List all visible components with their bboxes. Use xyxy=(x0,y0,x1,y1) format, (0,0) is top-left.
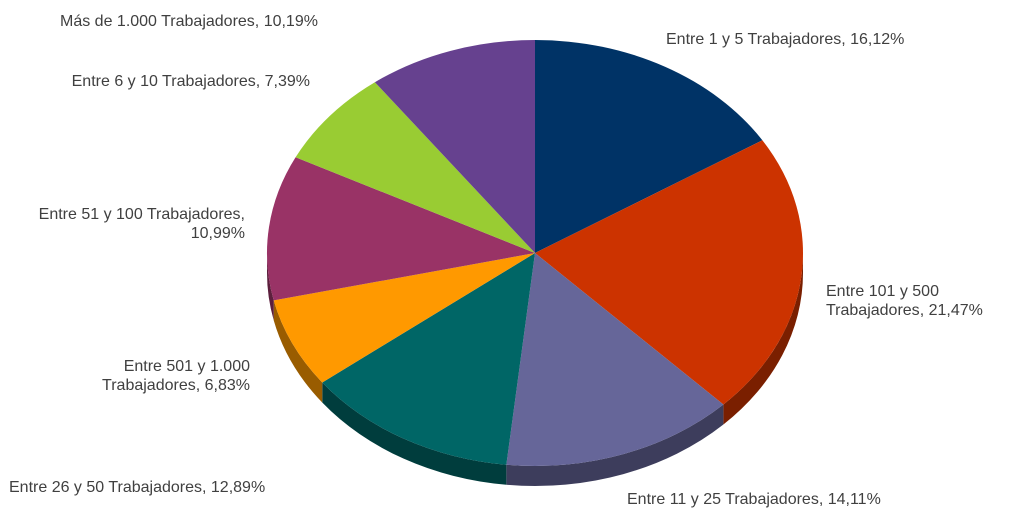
value-label: 12,89% xyxy=(210,479,266,496)
slice-side xyxy=(723,253,803,425)
data-label: Entre 11 y 25 Trabajadores, 14,11% xyxy=(627,491,881,508)
value-label: 21,47% xyxy=(928,302,983,319)
slice xyxy=(322,253,535,465)
value-label: 6,83% xyxy=(204,377,250,394)
category-label: Entre 51 y 100 Trabajadores xyxy=(38,206,241,223)
value-label: 7,39% xyxy=(264,73,310,90)
value-label: 10,19% xyxy=(263,13,318,30)
data-label: Entre 6 y 10 Trabajadores, 7,39% xyxy=(71,73,310,90)
data-label: Entre 51 y 100 Trabajadores, 10,99% xyxy=(38,206,245,242)
category-label: Más de 1.000 Trabajadores xyxy=(60,13,255,30)
slice-side xyxy=(267,253,274,321)
value-label: 16,12% xyxy=(850,31,905,48)
category-label: Entre 26 y 50 Trabajadores xyxy=(9,479,203,496)
slice-side xyxy=(322,382,507,485)
data-label: Más de 1.000 Trabajadores, 10,19% xyxy=(60,13,318,30)
slice xyxy=(295,82,535,253)
slice-side xyxy=(273,300,323,403)
slice xyxy=(273,253,535,383)
category-label: Entre 6 y 10 Trabajadores xyxy=(71,73,256,90)
slice xyxy=(374,40,535,253)
slice xyxy=(266,157,535,301)
data-label: Entre 101 y 500 Trabajadores, 21,47% xyxy=(826,283,983,319)
slice xyxy=(506,253,724,466)
category-label: Entre 1 y 5 Trabajadores xyxy=(666,31,842,48)
value-label: 10,99% xyxy=(190,225,245,242)
category-label: Entre 501 y 1.000 Trabajadores xyxy=(102,358,250,394)
category-label: Entre 101 y 500 Trabajadores xyxy=(826,283,939,319)
category-label: Entre 11 y 25 Trabajadores xyxy=(627,491,819,508)
slice xyxy=(535,140,804,405)
value-label: 14,11% xyxy=(827,491,881,508)
slice xyxy=(535,40,763,253)
data-label: Entre 501 y 1.000 Trabajadores, 6,83% xyxy=(102,358,250,394)
data-label: Entre 1 y 5 Trabajadores, 16,12% xyxy=(666,31,905,48)
slice-side xyxy=(506,404,724,486)
data-label: Entre 26 y 50 Trabajadores, 12,89% xyxy=(9,479,266,496)
